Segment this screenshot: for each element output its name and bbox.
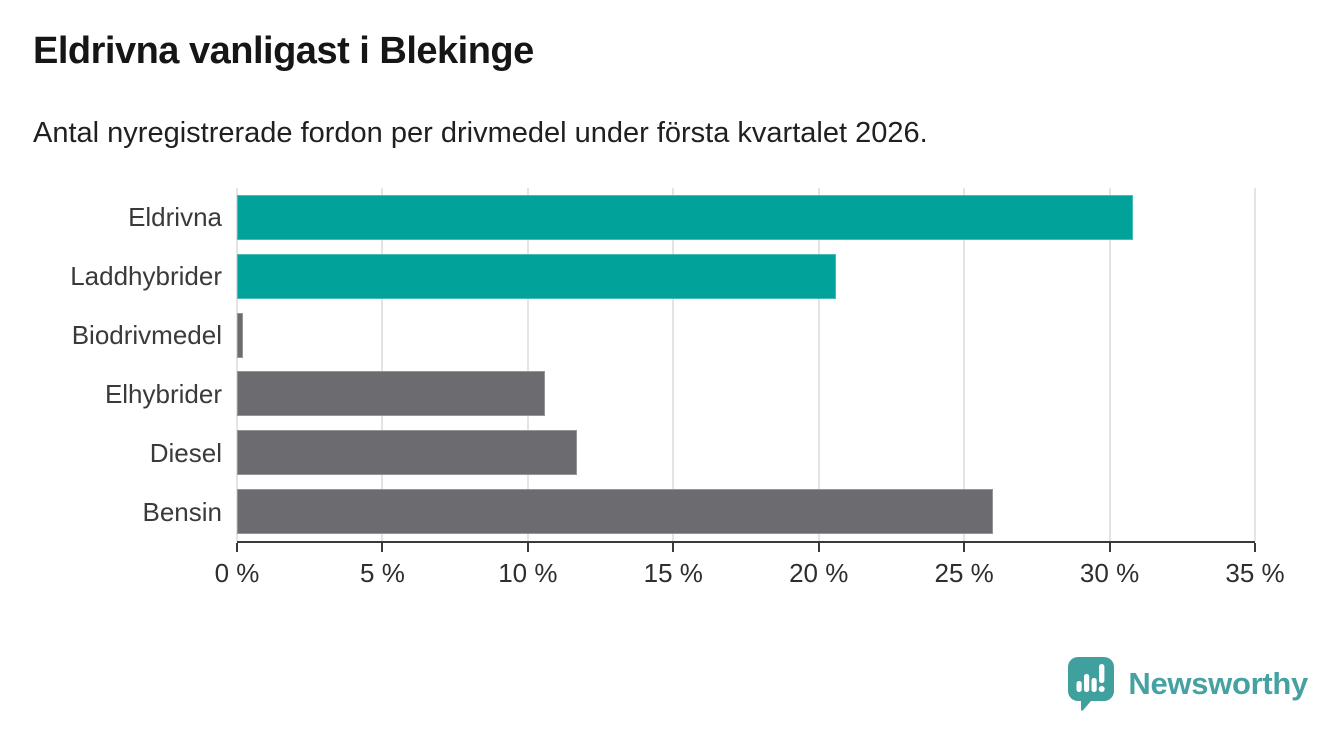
x-tick-mark (1254, 543, 1256, 552)
brand-name: Newsworthy (1128, 666, 1308, 701)
x-tick-label: 20 % (789, 558, 849, 588)
x-tick-label: 15 % (643, 558, 703, 588)
chart-subtitle: Antal nyregistrerade fordon per drivmede… (33, 117, 928, 149)
category-label: Laddhybrider (70, 261, 222, 292)
x-tick-label: 35 % (1225, 558, 1285, 588)
bar-eldrivna (237, 194, 1133, 240)
gridline (672, 188, 675, 541)
x-tick-mark (381, 543, 384, 552)
bar-laddhybrider (237, 253, 837, 299)
gridline (526, 188, 529, 541)
x-axis-line (237, 541, 1255, 543)
x-tick-label: 5 % (360, 558, 405, 588)
bar-bensin (237, 489, 994, 535)
x-tick-label: 0 % (214, 558, 260, 588)
x-tick-mark (963, 543, 966, 552)
x-axis: 0 % 5 % 10 % 15 % 20 % 25 % 30 % 35 % (215, 541, 1285, 601)
gridline (381, 188, 384, 541)
bar-elhybrider (237, 371, 546, 417)
category-label: Eldrivna (128, 202, 222, 233)
brand: Newsworthy (1066, 656, 1308, 712)
plot-area (236, 188, 1256, 541)
x-tick-label: 25 % (934, 558, 994, 588)
category-label: Elhybrider (104, 378, 222, 409)
category-label: Bensin (142, 496, 223, 527)
x-tick-mark (1108, 543, 1111, 552)
category-label: Biodrivmedel (71, 320, 222, 351)
x-tick-label: 10 % (498, 558, 558, 588)
x-tick-label: 30 % (1079, 558, 1140, 588)
bar-diesel (237, 430, 578, 476)
gridline (1254, 188, 1256, 541)
newsworthy-pin-barchart-icon (1068, 657, 1115, 711)
x-tick-mark (526, 543, 529, 552)
x-tick-mark (672, 543, 675, 552)
chart-title: Eldrivna vanligast i Blekinge (33, 30, 534, 72)
category-label: Diesel (149, 437, 222, 468)
bar-biodrivmedel (237, 312, 243, 358)
x-tick-mark (817, 543, 820, 552)
gridline (963, 188, 966, 541)
gridline (1108, 188, 1111, 541)
gridline (236, 188, 238, 541)
gridline (817, 188, 820, 541)
x-tick-mark (236, 543, 238, 552)
category-labels: Eldrivna Laddhybrider Biodrivmedel Elhybrid… (0, 188, 222, 541)
